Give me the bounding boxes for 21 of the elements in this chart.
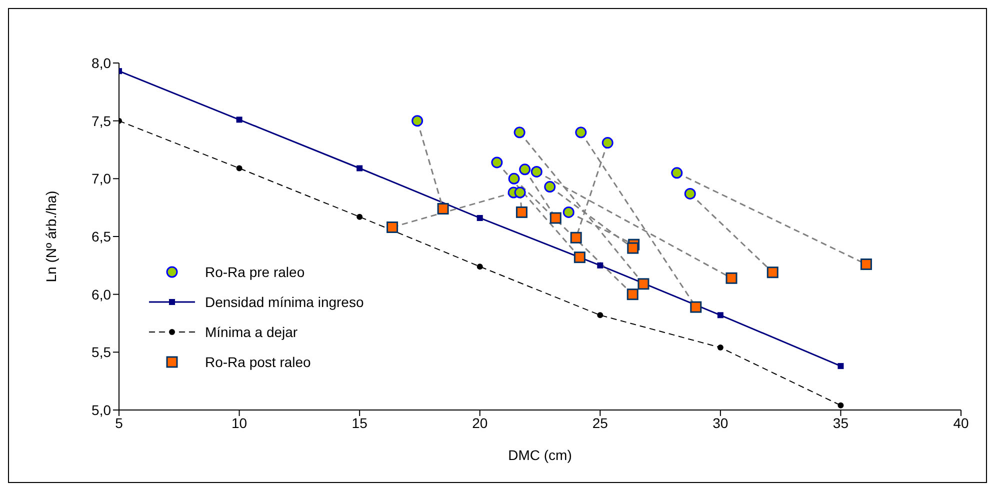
- x-tick-label: 30: [712, 414, 728, 431]
- x-tick-label: 10: [231, 414, 248, 431]
- y-tick-label: 5,5: [92, 344, 112, 360]
- x-tick-label: 5: [115, 414, 124, 431]
- y-tick-label: 6,0: [92, 286, 112, 302]
- legend-label: Ro-Ra pre raleo: [205, 264, 305, 280]
- y-tick-label: 5,0: [92, 402, 112, 418]
- legend-label: Densidad mínima ingreso: [205, 294, 364, 310]
- y-tick-label: 7,0: [92, 170, 112, 187]
- x-tick-label: 15: [352, 414, 368, 431]
- x-axis-title: DMC (cm): [508, 447, 572, 463]
- y-tick-label: 6,5: [92, 228, 112, 244]
- x-tick-label: 40: [953, 414, 969, 431]
- y-tick-label: 7,5: [92, 112, 112, 129]
- y-axis-title: Ln (Nº árb./ha): [42, 190, 59, 282]
- legend-label: Mínima a dejar: [205, 324, 298, 340]
- x-tick-label: 25: [592, 414, 608, 431]
- x-tick-label: 20: [472, 414, 488, 431]
- y-tick-label: 8,0: [92, 54, 112, 71]
- x-tick-label: 35: [832, 414, 849, 431]
- legend-label: Ro-Ra post raleo: [205, 354, 311, 370]
